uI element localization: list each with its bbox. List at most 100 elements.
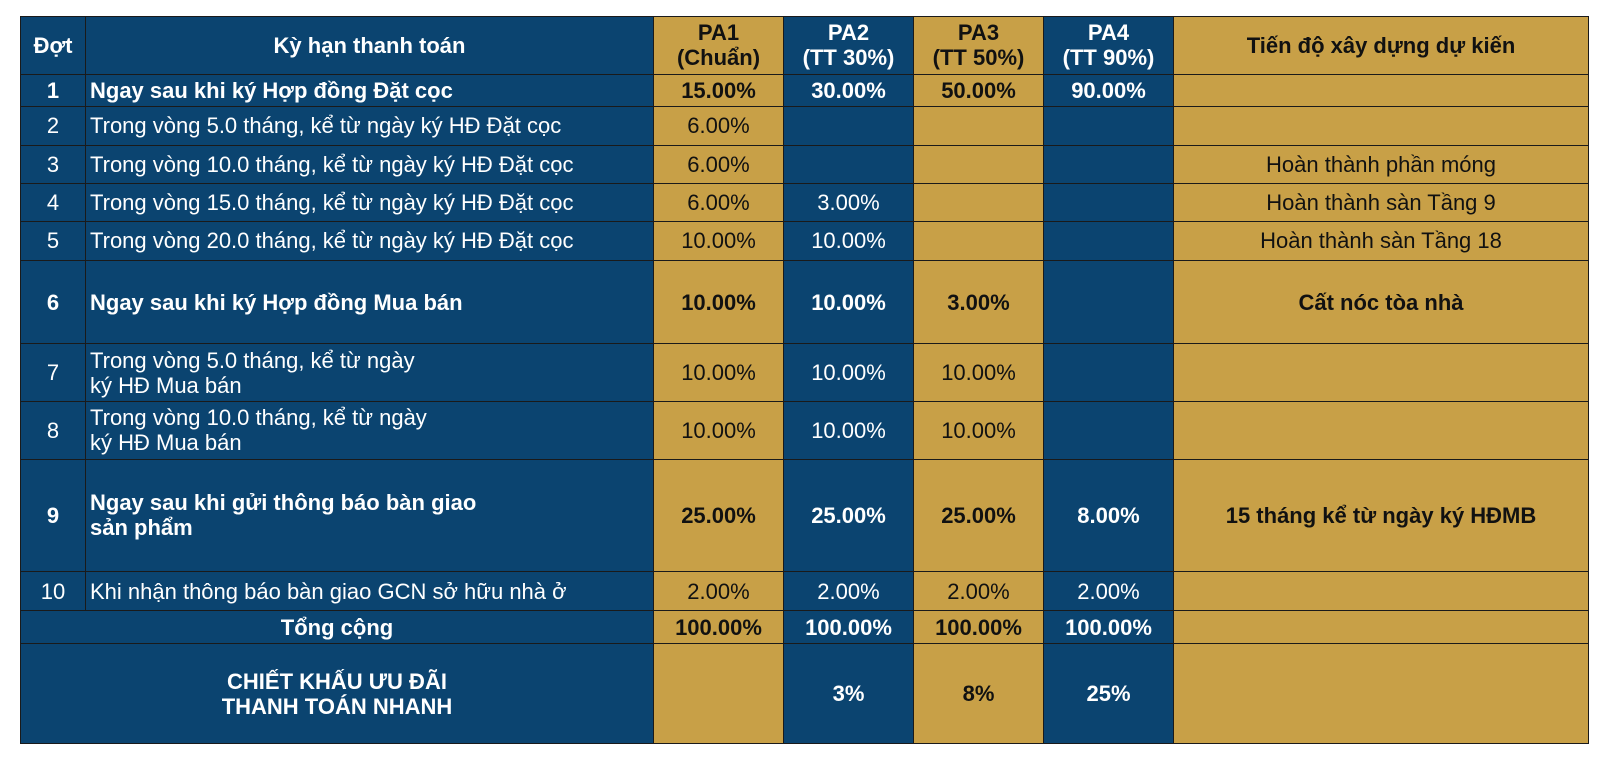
row-progress: Cất nóc tòa nhà	[1173, 260, 1589, 345]
table-row: 3 Trong vòng 10.0 tháng, kể từ ngày ký H…	[20, 144, 1589, 184]
row-number: 7	[20, 343, 86, 403]
row-pa1: 10.00%	[653, 343, 784, 403]
header-term: Kỳ hạn thanh toán	[85, 16, 654, 75]
total-pa4: 100.00%	[1043, 610, 1174, 645]
row-pa1: 2.00%	[653, 570, 784, 612]
row-number: 8	[20, 401, 86, 460]
row-pa3	[913, 182, 1044, 222]
row-progress: Hoàn thành sàn Tầng 9	[1173, 182, 1589, 222]
row-term: Khi nhận thông báo bàn giao GCN sở hữu n…	[85, 570, 654, 612]
row-pa3	[913, 220, 1044, 262]
row-term: Ngay sau khi ký Hợp đồng Mua bán	[85, 260, 654, 345]
row-pa2: 10.00%	[783, 343, 914, 403]
discount-pa4: 25%	[1043, 643, 1174, 744]
row-term: Trong vòng 5.0 tháng, kể từ ngày ký HĐ Mu…	[85, 343, 654, 403]
table-row: 2 Trong vòng 5.0 tháng, kể từ ngày ký HĐ…	[20, 105, 1589, 146]
row-pa3: 50.00%	[913, 73, 1044, 107]
row-progress: Hoàn thành phần móng	[1173, 144, 1589, 184]
table-row: 10 Khi nhận thông báo bàn giao GCN sở hữ…	[20, 570, 1589, 612]
row-term: Ngay sau khi gửi thông báo bàn giao sản p…	[85, 458, 654, 572]
header-row: Đợt Kỳ hạn thanh toán PA1 (Chuẩn) PA2 (TT …	[20, 16, 1589, 75]
row-progress	[1173, 73, 1589, 107]
row-pa4	[1043, 260, 1174, 345]
discount-row: CHIẾT KHẤU ƯU ĐÃI THANH TOÁN NHANH 3% 8% …	[20, 643, 1589, 744]
header-dot: Đợt	[20, 16, 86, 75]
row-pa1: 6.00%	[653, 182, 784, 222]
row-number: 10	[20, 570, 86, 612]
total-pa1: 100.00%	[653, 610, 784, 645]
total-row: Tổng cộng 100.00% 100.00% 100.00% 100.00…	[20, 610, 1589, 645]
table-row: 8 Trong vòng 10.0 tháng, kể từ ngày ký HĐ…	[20, 401, 1589, 460]
row-term: Trong vòng 20.0 tháng, kể từ ngày ký HĐ …	[85, 220, 654, 262]
row-pa4	[1043, 401, 1174, 460]
row-term: Ngay sau khi ký Hợp đồng Đặt cọc	[85, 73, 654, 107]
row-pa3	[913, 144, 1044, 184]
row-number: 5	[20, 220, 86, 262]
row-pa2: 3.00%	[783, 182, 914, 222]
row-number: 9	[20, 458, 86, 572]
table-row: 5 Trong vòng 20.0 tháng, kể từ ngày ký H…	[20, 220, 1589, 262]
row-progress	[1173, 105, 1589, 146]
total-progress	[1173, 610, 1589, 645]
row-pa4	[1043, 343, 1174, 403]
row-pa2: 10.00%	[783, 220, 914, 262]
row-term: Trong vòng 5.0 tháng, kể từ ngày ký HĐ Đ…	[85, 105, 654, 146]
row-pa2: 25.00%	[783, 458, 914, 572]
row-pa2: 10.00%	[783, 401, 914, 460]
discount-pa3: 8%	[913, 643, 1044, 744]
row-progress: Hoàn thành sàn Tầng 18	[1173, 220, 1589, 262]
row-term: Trong vòng 10.0 tháng, kể từ ngày ký HĐ …	[85, 144, 654, 184]
row-term: Trong vòng 10.0 tháng, kể từ ngày ký HĐ M…	[85, 401, 654, 460]
row-pa3	[913, 105, 1044, 146]
row-number: 2	[20, 105, 86, 146]
row-pa1: 10.00%	[653, 401, 784, 460]
row-pa3: 25.00%	[913, 458, 1044, 572]
header-pa4: PA4 (TT 90%)	[1043, 16, 1174, 75]
discount-pa2: 3%	[783, 643, 914, 744]
row-number: 4	[20, 182, 86, 222]
row-pa4	[1043, 182, 1174, 222]
total-pa2: 100.00%	[783, 610, 914, 645]
row-pa3: 10.00%	[913, 401, 1044, 460]
row-progress	[1173, 343, 1589, 403]
row-pa1: 10.00%	[653, 220, 784, 262]
row-pa4	[1043, 220, 1174, 262]
row-pa4	[1043, 144, 1174, 184]
row-pa4	[1043, 105, 1174, 146]
payment-schedule-table: Đợt Kỳ hạn thanh toán PA1 (Chuẩn) PA2 (TT …	[20, 16, 1589, 744]
header-pa3: PA3 (TT 50%)	[913, 16, 1044, 75]
row-pa2: 10.00%	[783, 260, 914, 345]
row-progress: 15 tháng kể từ ngày ký HĐMB	[1173, 458, 1589, 572]
row-pa1: 15.00%	[653, 73, 784, 107]
table-row: 6 Ngay sau khi ký Hợp đồng Mua bán 10.00…	[20, 260, 1589, 345]
row-progress	[1173, 401, 1589, 460]
table-row: 9 Ngay sau khi gửi thông báo bàn giao sản…	[20, 458, 1589, 572]
header-pa2: PA2 (TT 30%)	[783, 16, 914, 75]
table-row: 7 Trong vòng 5.0 tháng, kể từ ngày ký HĐ …	[20, 343, 1589, 403]
total-label: Tổng cộng	[20, 610, 654, 645]
discount-label: CHIẾT KHẤU ƯU ĐÃI THANH TOÁN NHANH	[20, 643, 654, 744]
row-pa2: 2.00%	[783, 570, 914, 612]
row-pa4: 8.00%	[1043, 458, 1174, 572]
total-pa3: 100.00%	[913, 610, 1044, 645]
header-progress: Tiến độ xây dựng dự kiến	[1173, 16, 1589, 75]
row-pa1: 10.00%	[653, 260, 784, 345]
row-pa3: 2.00%	[913, 570, 1044, 612]
discount-pa1	[653, 643, 784, 744]
row-term: Trong vòng 15.0 tháng, kể từ ngày ký HĐ …	[85, 182, 654, 222]
header-pa1: PA1 (Chuẩn)	[653, 16, 784, 75]
row-pa4: 2.00%	[1043, 570, 1174, 612]
row-progress	[1173, 570, 1589, 612]
row-pa3: 10.00%	[913, 343, 1044, 403]
row-number: 3	[20, 144, 86, 184]
row-number: 6	[20, 260, 86, 345]
table-row: 4 Trong vòng 15.0 tháng, kể từ ngày ký H…	[20, 182, 1589, 222]
row-number: 1	[20, 73, 86, 107]
row-pa1: 6.00%	[653, 144, 784, 184]
row-pa2: 30.00%	[783, 73, 914, 107]
row-pa1: 25.00%	[653, 458, 784, 572]
row-pa2	[783, 144, 914, 184]
table-row: 1 Ngay sau khi ký Hợp đồng Đặt cọc 15.00…	[20, 73, 1589, 107]
row-pa1: 6.00%	[653, 105, 784, 146]
row-pa2	[783, 105, 914, 146]
